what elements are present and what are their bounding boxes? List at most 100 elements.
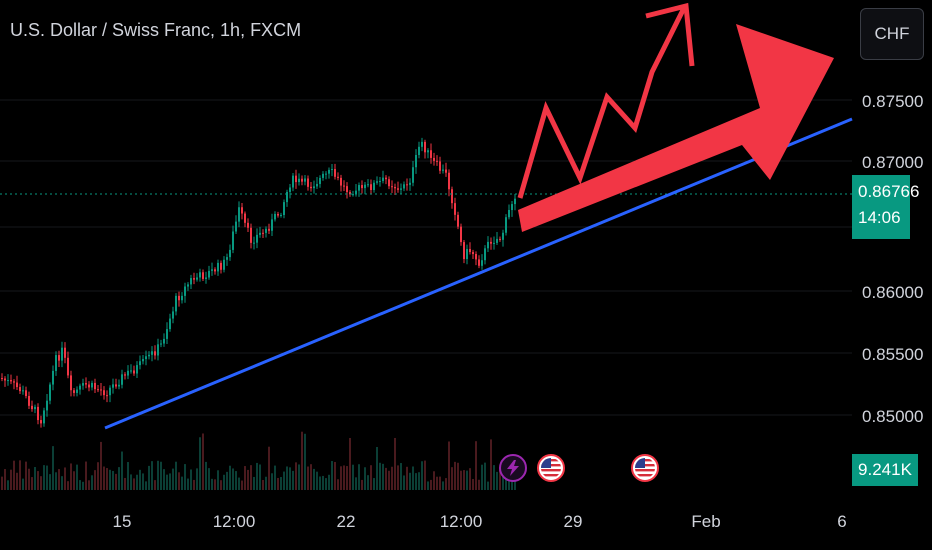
- volume-bar: [442, 481, 444, 490]
- candle-body: [352, 194, 354, 196]
- volume-bar: [1, 476, 3, 490]
- candle-body: [25, 390, 27, 397]
- candle-body: [316, 183, 318, 187]
- bar-countdown: 14:06: [858, 208, 901, 227]
- volume-bar: [394, 437, 396, 490]
- candle-body: [436, 160, 438, 162]
- trendline[interactable]: [104, 117, 853, 430]
- candle-body: [259, 232, 261, 235]
- candle-body: [286, 191, 288, 203]
- candle-body: [319, 177, 321, 184]
- volume-bar: [181, 476, 183, 490]
- grid-lines: [0, 99, 852, 416]
- candle-body: [136, 365, 138, 374]
- volume-bar: [298, 464, 300, 490]
- big-arrow[interactable]: [518, 24, 834, 232]
- us-flag-glyph: [635, 458, 655, 478]
- volume-bar: [349, 437, 351, 490]
- volume-bar: [166, 474, 168, 490]
- volume-bar: [127, 462, 129, 490]
- candle-body: [499, 238, 501, 240]
- volume-bar: [286, 466, 288, 490]
- volume-bar: [130, 474, 132, 490]
- volume-bar: [205, 461, 207, 490]
- candle-body: [301, 178, 303, 182]
- candle-body: [166, 329, 168, 339]
- volume-bar: [457, 462, 459, 490]
- zigzag-arrow[interactable]: [517, 6, 687, 199]
- candle-body: [448, 172, 450, 190]
- volume-bar: [49, 474, 51, 490]
- candle-body: [394, 187, 396, 189]
- volume-bar: [316, 471, 318, 490]
- candle-body: [361, 185, 363, 189]
- volume-bar: [367, 475, 369, 490]
- volume-bar: [160, 461, 162, 490]
- volume-bar: [334, 461, 336, 490]
- candle-body: [97, 389, 99, 391]
- us-flag-icon[interactable]: [631, 454, 659, 482]
- candle-body: [115, 384, 117, 387]
- volume-bar: [7, 480, 9, 490]
- volume-bar: [379, 462, 381, 490]
- candle-body: [235, 221, 237, 232]
- volume-bar: [472, 478, 474, 490]
- candle-body: [247, 222, 249, 228]
- candle-body: [277, 213, 279, 216]
- volume-bar: [304, 433, 306, 490]
- lightning-icon[interactable]: [499, 454, 527, 482]
- candle-body: [193, 278, 195, 280]
- volume-bar: [445, 478, 447, 490]
- volume-bar: [229, 465, 231, 490]
- volume-bar: [301, 431, 303, 490]
- volume-bar: [19, 460, 21, 490]
- volume-bar: [250, 465, 252, 490]
- candle-body: [199, 272, 201, 278]
- volume-bar: [103, 466, 105, 490]
- volume-bar: [148, 465, 150, 490]
- candle-body: [172, 311, 174, 319]
- candle-body: [103, 390, 105, 396]
- volume-bar: [193, 479, 195, 490]
- volume-bar: [433, 471, 435, 490]
- volume-bar: [502, 476, 504, 490]
- volume-bar: [430, 479, 432, 490]
- candle-body: [481, 260, 483, 266]
- candle-body: [82, 383, 84, 386]
- candle-body: [241, 207, 243, 214]
- currency-button[interactable]: CHF: [860, 8, 924, 60]
- candle-body: [514, 198, 516, 205]
- volume-bar: [154, 480, 156, 490]
- volume-bar: [478, 479, 480, 490]
- candle-body: [415, 154, 417, 168]
- volume-bar: [199, 437, 201, 490]
- candle-body: [403, 184, 405, 189]
- candle-body: [343, 185, 345, 187]
- candle-body: [196, 277, 198, 280]
- volume-bar: [346, 466, 348, 490]
- candle-body: [382, 177, 384, 181]
- volume-bar: [358, 464, 360, 490]
- candle-body: [406, 184, 408, 186]
- candle-body: [355, 190, 357, 195]
- volume-bar: [385, 467, 387, 490]
- candle-body: [169, 318, 171, 330]
- volume-bar: [37, 471, 39, 490]
- volume-bar: [223, 474, 225, 490]
- candle-body: [283, 202, 285, 215]
- volume-bar: [85, 461, 87, 490]
- volume-bar: [145, 481, 147, 490]
- volume-bar: [133, 478, 135, 490]
- candle-body: [205, 277, 207, 279]
- candle-body: [430, 150, 432, 158]
- candle-body: [211, 269, 213, 271]
- candle-body: [487, 241, 489, 249]
- candle-body: [493, 242, 495, 244]
- volume-bar: [388, 470, 390, 490]
- volume-bar: [157, 460, 159, 490]
- volume-bar: [67, 481, 69, 490]
- us-flag-icon[interactable]: [537, 454, 565, 482]
- volume-bar: [424, 460, 426, 490]
- volume-bar: [196, 468, 198, 490]
